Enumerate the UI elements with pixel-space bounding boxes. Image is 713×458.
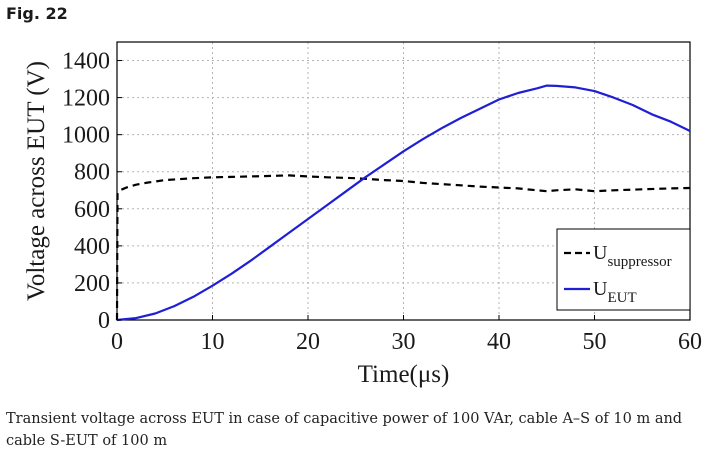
y-tick-label: 400 xyxy=(74,234,110,260)
legend-label-suppressor-main: U xyxy=(593,242,608,264)
x-tick-label: 20 xyxy=(296,329,320,355)
y-tick-label: 1400 xyxy=(62,49,110,75)
figure-label: Fig. 22 xyxy=(6,4,68,23)
y-tick-label: 1000 xyxy=(62,123,110,149)
x-tick-label: 40 xyxy=(487,329,511,355)
x-tick-label: 50 xyxy=(583,329,607,355)
series-layer xyxy=(115,84,691,322)
legend-label-suppressor: Usuppressor xyxy=(593,242,672,270)
legend: Usuppressor UEUT xyxy=(556,228,691,311)
legend-label-eut-main: U xyxy=(593,278,608,300)
x-tick-label: 60 xyxy=(678,329,702,355)
y-tick-label: 800 xyxy=(74,160,110,186)
legend-label-eut: UEUT xyxy=(593,278,637,306)
eut-series-line xyxy=(116,84,691,322)
x-tick-label: 10 xyxy=(201,329,225,355)
legend-label-eut-sub: EUT xyxy=(607,290,636,306)
y-tick-label: 0 xyxy=(98,308,110,334)
grid-layer xyxy=(117,42,690,320)
x-tick-label: 30 xyxy=(392,329,416,355)
x-tick-label: 0 xyxy=(111,329,123,355)
y-axis-label: Voltage across EUT (V) xyxy=(23,61,50,301)
suppressor-series-line xyxy=(115,174,691,321)
y-tick-label: 200 xyxy=(74,271,110,297)
y-tick-label: 1200 xyxy=(62,86,110,112)
x-axis-label: Time(μs) xyxy=(358,361,450,388)
legend-box xyxy=(556,228,691,311)
legend-label-suppressor-sub: suppressor xyxy=(607,254,671,270)
y-tick-label: 600 xyxy=(74,197,110,223)
figure-caption: Transient voltage across EUT in case of … xyxy=(6,411,683,449)
